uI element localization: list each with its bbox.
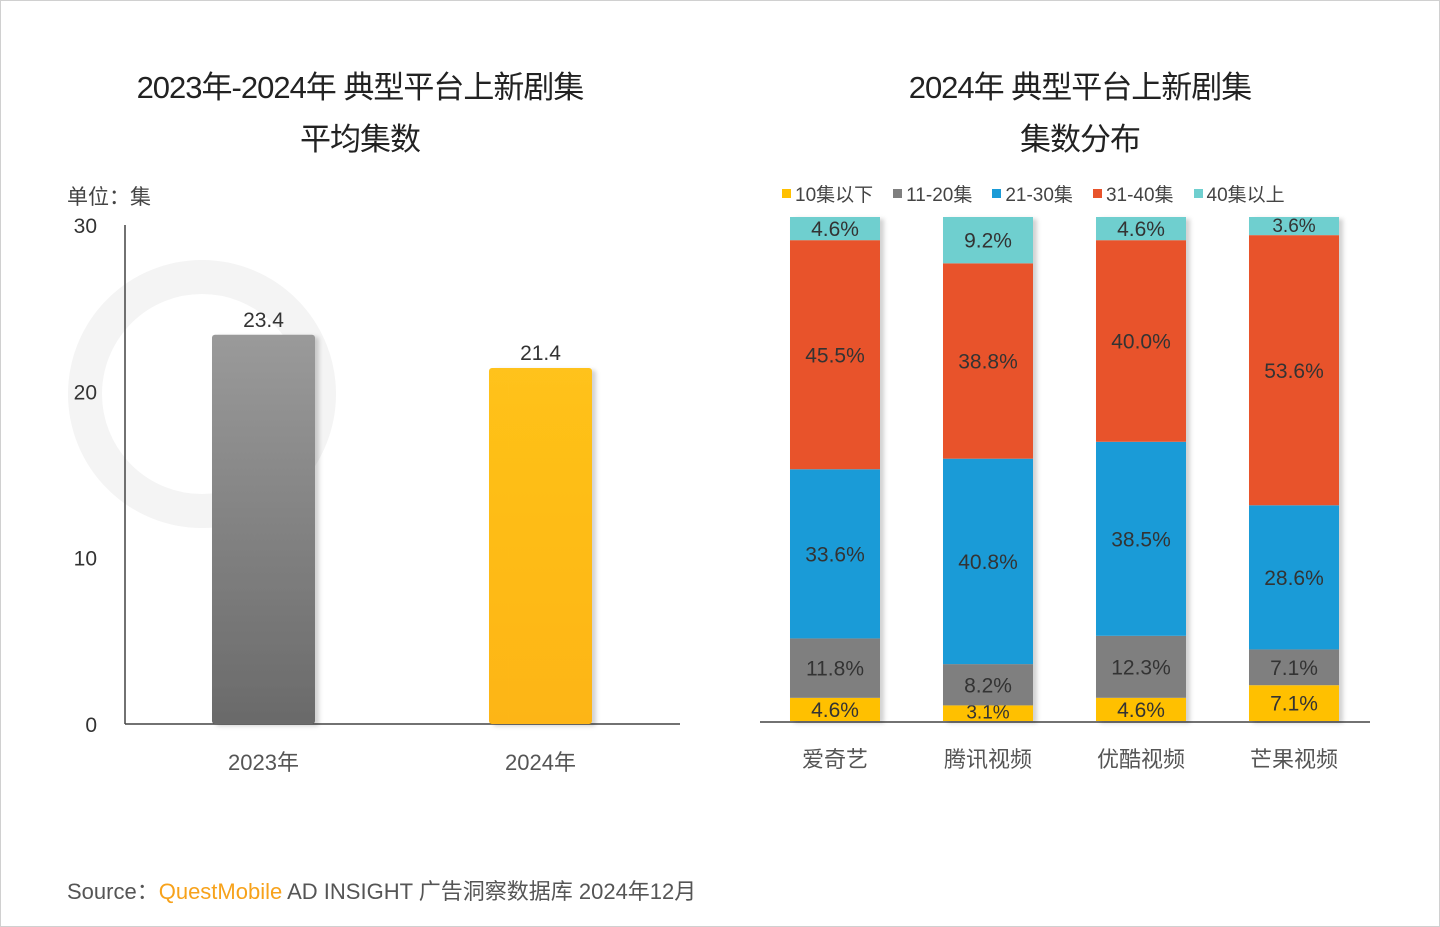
left-x-tick-label: 2023年 — [228, 750, 299, 775]
right-bar-segment — [1249, 235, 1339, 506]
right-bar-segment — [1096, 217, 1186, 241]
source-note: Source：QuestMobile AD INSIGHT 广告洞察数据库 20… — [67, 874, 696, 906]
right-bar-segment — [943, 263, 1033, 459]
right-segment-label: 4.6% — [1117, 218, 1165, 241]
left-y-tick-label: 20 — [74, 381, 97, 404]
right-bar-segment — [1249, 505, 1339, 650]
right-bar-segment — [943, 458, 1033, 665]
left-y-tick-label: 10 — [74, 548, 97, 571]
legend-label: 40集以上 — [1206, 185, 1285, 206]
right-bar-segment — [790, 469, 880, 639]
right-x-tick-label: 爱奇艺 — [802, 747, 868, 772]
legend-item: 10集以下 — [782, 180, 873, 207]
right-segment-label: 40.8% — [958, 551, 1018, 574]
right-segment-label: 9.2% — [964, 230, 1012, 253]
source-text: AD INSIGHT 广告洞察数据库 2024年12月 — [282, 879, 697, 904]
right-bar-segment — [943, 664, 1033, 706]
legend-item: 21-30集 — [992, 180, 1073, 207]
source-brand: QuestMobile — [158, 879, 283, 904]
right-bar-segment — [790, 240, 880, 470]
right-segment-label: 8.2% — [964, 674, 1012, 697]
right-segment-label: 38.8% — [958, 351, 1018, 374]
legend-label: 11-20集 — [906, 185, 973, 206]
right-segment-label: 3.1% — [966, 702, 1009, 723]
left-bar-2023年 — [212, 334, 315, 724]
right-segment-label: 3.6% — [1272, 216, 1315, 237]
legend-label: 21-30集 — [1005, 185, 1073, 206]
source-prefix: Source： — [67, 879, 159, 904]
legend-item: 31-40集 — [1092, 180, 1174, 207]
right-x-tick-label: 芒果视频 — [1250, 747, 1338, 772]
right-title-line2: 集数分布 — [1020, 122, 1141, 157]
legend-label: 31-40集 — [1105, 185, 1174, 206]
right-bar-segment — [790, 217, 880, 241]
right-segment-label: 4.6% — [811, 218, 859, 241]
legend-swatch — [782, 189, 791, 198]
legend: 10集以下 11-20集 21-30集 31-40集 40集以上 — [782, 180, 1285, 207]
left-bar-2024年 — [489, 368, 592, 724]
left-title-line1: 2023年-2024年 典型平台上新剧集 — [136, 70, 585, 105]
right-bar-segment — [1096, 697, 1186, 721]
right-segment-label: 53.6% — [1264, 360, 1324, 383]
right-segment-label: 7.1% — [1270, 657, 1318, 680]
legend-swatch — [893, 189, 903, 198]
legend-label: 10集以下 — [795, 185, 874, 206]
right-bar-segment — [790, 638, 880, 698]
legend-item: 40集以上 — [1193, 180, 1285, 207]
right-bar-segment — [943, 217, 1033, 264]
left-bar-value-label: 21.4 — [520, 342, 561, 365]
right-bar-segment — [1249, 649, 1339, 686]
right-segment-label: 11.8% — [806, 658, 864, 681]
unit-label: 单位：集 — [67, 186, 151, 209]
right-chart-title: 2024年 典型平台上新剧集 集数分布 — [800, 62, 1360, 166]
right-segment-label: 4.6% — [811, 699, 859, 722]
right-segment-label: 4.6% — [1117, 699, 1165, 722]
right-bar-segment — [943, 705, 1033, 721]
legend-swatch — [1092, 189, 1102, 198]
legend-swatch — [992, 189, 1002, 198]
right-segment-label: 28.6% — [1264, 567, 1324, 590]
right-bar-segment — [1096, 441, 1186, 636]
right-segment-label: 38.5% — [1111, 528, 1171, 551]
right-segment-label: 7.1% — [1270, 693, 1318, 716]
right-x-tick-label: 优酷视频 — [1097, 747, 1185, 772]
right-bar-segment — [1249, 217, 1339, 236]
left-chart-title: 2023年-2024年 典型平台上新剧集 平均集数 — [80, 62, 640, 166]
right-x-tick-label: 腾讯视频 — [944, 747, 1032, 772]
right-bar-segment — [790, 697, 880, 721]
right-segment-label: 45.5% — [805, 344, 865, 367]
left-x-tick-label: 2024年 — [505, 750, 576, 775]
right-segment-label: 33.6% — [805, 543, 865, 566]
right-bar-segment — [1096, 635, 1186, 698]
left-y-tick-label: 30 — [74, 215, 97, 238]
right-segment-label: 40.0% — [1111, 331, 1171, 354]
right-bar-segment — [1096, 240, 1186, 442]
left-bar-value-label: 23.4 — [243, 309, 284, 332]
right-bar-segment — [1249, 685, 1339, 721]
right-title-line1: 2024年 典型平台上新剧集 — [908, 70, 1253, 105]
legend-swatch — [1193, 189, 1203, 198]
left-y-tick-label: 0 — [85, 714, 97, 737]
left-title-line2: 平均集数 — [300, 122, 421, 157]
right-segment-label: 12.3% — [1111, 656, 1171, 679]
legend-item: 11-20集 — [893, 180, 972, 207]
